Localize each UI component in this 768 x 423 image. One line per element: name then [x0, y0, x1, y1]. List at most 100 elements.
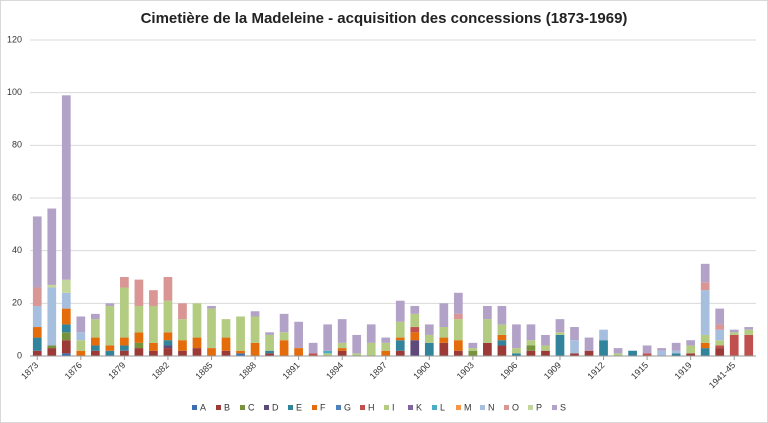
bar-segment: [497, 324, 507, 335]
bar-segment: [134, 305, 144, 333]
bar-segment: [236, 350, 245, 354]
bar-segment: [686, 353, 696, 356]
bar-segment: [424, 342, 434, 356]
bar-segment: [526, 350, 536, 356]
bar-segment: [265, 334, 274, 351]
legend-swatch: [288, 405, 293, 410]
bar-segment: [657, 350, 666, 356]
bar-segment: [163, 345, 173, 349]
bar-segment: [323, 353, 333, 356]
bar-segment: [424, 324, 434, 335]
bar-segment: [134, 279, 144, 306]
bar-segment: [468, 342, 478, 349]
legend-swatch: [216, 405, 221, 410]
legend-swatch: [312, 405, 317, 410]
bar-segment: [541, 345, 550, 351]
y-tick-label: 100: [7, 87, 22, 97]
bar-segment: [90, 337, 100, 346]
bar-segment: [584, 350, 594, 356]
legend-label: G: [344, 402, 351, 412]
legend-label: P: [536, 402, 542, 412]
bar-segment: [149, 342, 158, 351]
bar-segment: [32, 327, 42, 338]
legend-label: D: [272, 402, 279, 412]
bar-segment: [76, 332, 86, 341]
bar-segment: [47, 348, 57, 356]
bar-segment: [439, 327, 449, 338]
bar-segment: [149, 290, 158, 306]
y-tick-label: 20: [12, 298, 22, 308]
y-tick-label: 120: [7, 34, 22, 44]
legend-label: C: [248, 402, 255, 412]
bar-segment: [497, 305, 507, 325]
bar-segment: [120, 350, 129, 356]
bar-segment: [236, 353, 245, 356]
legend-label: N: [488, 402, 495, 412]
bar-segment: [424, 334, 434, 343]
bar-segment: [47, 345, 57, 349]
bar-segment: [700, 334, 710, 343]
bar-segment: [439, 337, 449, 343]
bar-segment: [120, 337, 129, 346]
bar-segment: [134, 348, 144, 356]
bar-segment: [323, 350, 333, 354]
bar-segment: [178, 303, 187, 320]
legend-swatch: [456, 405, 461, 410]
bar-segment: [628, 350, 637, 356]
bar-segment: [497, 340, 507, 346]
legend-swatch: [384, 405, 389, 410]
bar-segment: [76, 316, 86, 333]
bar-segment: [395, 350, 405, 356]
bar-segment: [715, 345, 725, 349]
bar-segment: [555, 319, 565, 333]
bar-segment: [32, 337, 42, 351]
bar-segment: [250, 342, 260, 356]
bar-segment: [134, 342, 144, 349]
legend-swatch: [504, 405, 509, 410]
bar-segment: [642, 345, 652, 354]
bar-segment: [61, 340, 71, 354]
bar-segment: [337, 342, 347, 349]
bar-segment: [729, 329, 739, 333]
bar-segment: [671, 353, 681, 356]
bar-segment: [453, 319, 463, 341]
bar-segment: [453, 350, 463, 356]
bar-segment: [483, 305, 492, 320]
bar-segment: [410, 327, 420, 333]
bar-segment: [715, 308, 725, 325]
legend-label: F: [320, 402, 326, 412]
bar-segment: [192, 337, 202, 349]
bar-segment: [483, 319, 492, 343]
bar-segment: [570, 327, 579, 341]
bar-segment: [700, 282, 710, 291]
bar-segment: [32, 305, 42, 328]
bar-segment: [207, 308, 216, 349]
bar-segment: [178, 319, 187, 341]
bar-segment: [236, 316, 245, 351]
bar-segment: [47, 287, 57, 346]
bar-segment: [221, 350, 231, 356]
bar-segment: [468, 348, 478, 351]
bar-segment: [120, 345, 129, 351]
legend-swatch: [432, 405, 437, 410]
legend-swatch: [192, 405, 197, 410]
legend-label: S: [560, 402, 566, 412]
bar-segment: [729, 334, 739, 356]
bar-segment: [395, 300, 405, 322]
bar-segment: [729, 332, 739, 335]
bar-segment: [715, 340, 725, 346]
bar-segment: [61, 353, 71, 356]
bar-segment: [410, 313, 420, 328]
bar-segment: [512, 353, 521, 356]
bar-segment: [512, 324, 521, 349]
bar-segment: [526, 345, 536, 351]
y-tick-label: 80: [12, 140, 22, 150]
bar-segment: [453, 313, 463, 320]
bar-segment: [105, 305, 115, 346]
legend-swatch: [528, 405, 533, 410]
bar-segment: [541, 350, 550, 356]
bar-segment: [700, 290, 710, 335]
bar-segment: [178, 340, 187, 351]
bar-segment: [47, 284, 57, 288]
bar-segment: [555, 334, 565, 356]
